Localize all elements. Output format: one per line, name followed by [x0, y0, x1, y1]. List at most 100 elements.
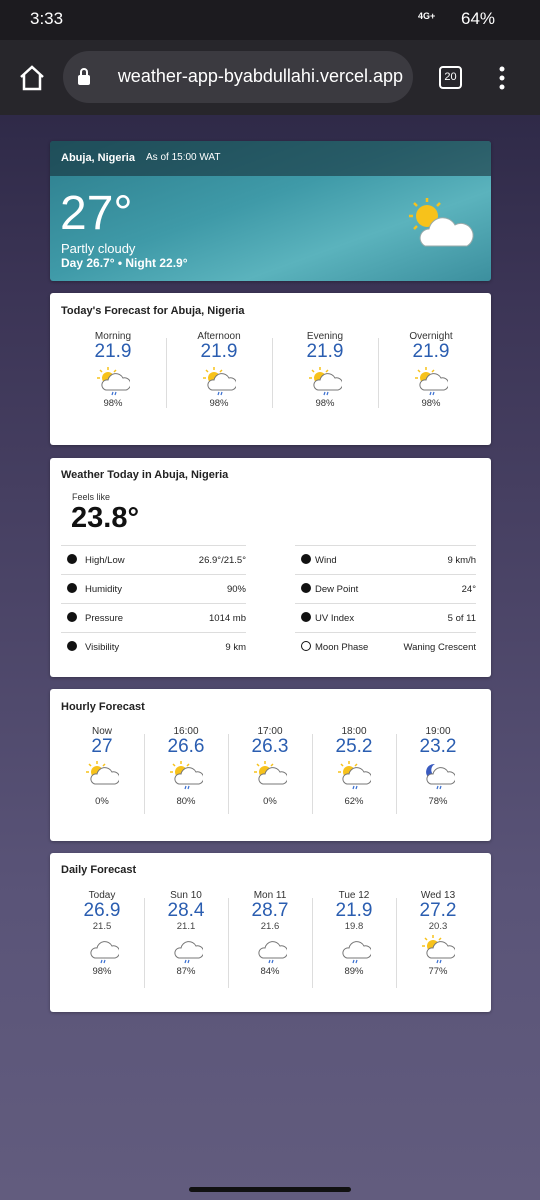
status-bar: 3:33 4G+ 64%: [0, 0, 540, 40]
detail-icon: [301, 583, 311, 593]
divider: [312, 734, 313, 814]
detail-row: Dew Point 24°: [295, 574, 476, 603]
detail-icon: [67, 612, 77, 622]
period-precip: 98%: [315, 398, 335, 409]
period: Afternoon 21.9 98%: [166, 331, 272, 409]
weather-icon: [338, 761, 373, 790]
detail-value: 9 km/h: [447, 555, 476, 566]
hour: 16:00 26.6 80%: [144, 726, 228, 807]
detail-value: Waning Crescent: [403, 642, 476, 653]
hour: 18:00 25.2 62%: [312, 726, 396, 807]
detail-icon: [67, 583, 77, 593]
detail-row: Pressure 1014 mb: [61, 603, 246, 632]
hour: Now 27 0%: [60, 726, 144, 807]
url-bar[interactable]: weather-app-byabdullahi.vercel.app: [63, 51, 413, 103]
period-temp: 21.9: [306, 341, 344, 362]
weather-icon: [86, 761, 121, 785]
menu-button[interactable]: [498, 66, 506, 90]
battery: 64%: [461, 9, 496, 28]
divider: [144, 734, 145, 814]
current-temp: 27°: [60, 187, 133, 240]
divider: [378, 338, 379, 408]
url: weather-app-byabdullahi.vercel.app: [117, 66, 403, 86]
weather-icon: [415, 367, 450, 396]
detail-row: UV Index 5 of 11: [295, 603, 476, 632]
detail-value: 9 km: [225, 642, 246, 653]
hour-precip: 78%: [428, 796, 448, 807]
detail-value: 26.9°/21.5°: [198, 555, 246, 566]
period-label: Afternoon: [197, 331, 241, 342]
divider: [396, 898, 397, 988]
day-precip: 77%: [428, 966, 448, 977]
weather-icon: [90, 941, 121, 964]
clock: 3:33: [30, 9, 64, 28]
hour-time: 17:00: [257, 726, 283, 737]
period-label: Overnight: [409, 331, 453, 342]
detail-row: Moon Phase Waning Crescent: [295, 632, 476, 661]
hour-time: Now: [91, 726, 112, 737]
icon: [272, 366, 378, 396]
today-card: Today's Forecast for Abuja, Nigeria Morn…: [50, 293, 491, 445]
icon: [396, 760, 480, 790]
icon: [378, 366, 484, 396]
icon: [144, 760, 228, 790]
day-low: 21.1: [176, 921, 196, 932]
period-precip: 98%: [103, 398, 123, 409]
hour: 19:00 23.2 78%: [396, 726, 480, 807]
divider: [228, 898, 229, 988]
condition: Partly cloudy: [61, 241, 136, 256]
icon: [60, 760, 144, 790]
icon: [60, 366, 166, 396]
divider: [166, 338, 167, 408]
hour-precip: 0%: [95, 796, 109, 807]
icon: [312, 760, 396, 790]
icon: [228, 934, 312, 964]
detail-label: Moon Phase: [315, 642, 369, 653]
as-of: As of 15:00 WAT: [146, 152, 221, 163]
detail-icon: [301, 554, 311, 564]
day-high: 26.9: [83, 900, 121, 921]
card-title: Weather Today in Abuja, Nigeria: [61, 469, 229, 481]
detail-label: Humidity: [85, 584, 122, 595]
divider: [144, 898, 145, 988]
icon: [312, 934, 396, 964]
weather-icon: [309, 367, 344, 396]
hourly-card: Hourly Forecast Now 27 0% 16:00 26.6 80% 17:00…: [50, 689, 491, 841]
weather-icon: [409, 198, 474, 247]
day-precip: 89%: [344, 966, 364, 977]
detail-row: Visibility 9 km: [61, 632, 246, 661]
day-high: 21.9: [335, 900, 373, 921]
home-button[interactable]: [18, 64, 46, 92]
day-low: 21.6: [260, 921, 280, 932]
weather-icon: [422, 935, 457, 964]
browser-bar: weather-app-byabdullahi.vercel.app 20: [0, 40, 540, 115]
detail-icon: [301, 612, 311, 622]
weather-icon: [342, 941, 373, 964]
divider: [272, 338, 273, 408]
icon: [144, 934, 228, 964]
hour-temp: 27: [91, 736, 113, 757]
period: Morning 21.9 98%: [60, 331, 166, 409]
hour-temp: 23.2: [419, 736, 457, 757]
period: Evening 21.9 98%: [272, 331, 378, 409]
day-low: 19.8: [344, 921, 364, 932]
day-high: 28.7: [251, 900, 289, 921]
detail-value: 90%: [226, 584, 246, 595]
weather-icon: [97, 367, 132, 396]
period-precip: 98%: [209, 398, 229, 409]
detail-icon: [301, 641, 311, 651]
day-name: Wed 13: [420, 890, 456, 901]
detail-label: Visibility: [85, 642, 120, 653]
card-title: Today's Forecast for Abuja, Nigeria: [61, 305, 245, 317]
detail-icon: [67, 641, 77, 651]
hour-time: 19:00: [425, 726, 451, 737]
day-precip: 84%: [260, 966, 280, 977]
day: Wed 13 27.2 20.3 77%: [396, 890, 480, 977]
period-label: Evening: [306, 331, 344, 342]
hour-temp: 26.3: [251, 736, 289, 757]
weather-icon: [170, 761, 205, 790]
weather-icon: [258, 941, 289, 964]
icon: [396, 934, 480, 964]
tab-count[interactable]: 20: [439, 66, 462, 89]
